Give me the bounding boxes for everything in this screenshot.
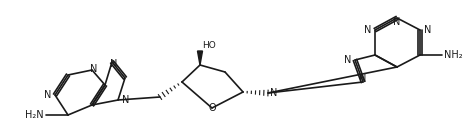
Text: O: O [208, 103, 216, 113]
Text: H₂N: H₂N [25, 110, 44, 120]
Text: N: N [122, 95, 129, 105]
Text: N: N [90, 64, 98, 74]
Text: NH₂: NH₂ [444, 50, 463, 60]
Text: N: N [364, 25, 371, 35]
Text: N: N [270, 88, 278, 98]
Text: N: N [44, 90, 51, 100]
Polygon shape [198, 51, 202, 65]
Text: N: N [359, 74, 367, 84]
Text: N: N [110, 59, 118, 69]
Text: HO: HO [202, 40, 216, 50]
Text: N: N [344, 55, 351, 65]
Text: N: N [424, 25, 431, 35]
Text: N: N [393, 17, 401, 27]
